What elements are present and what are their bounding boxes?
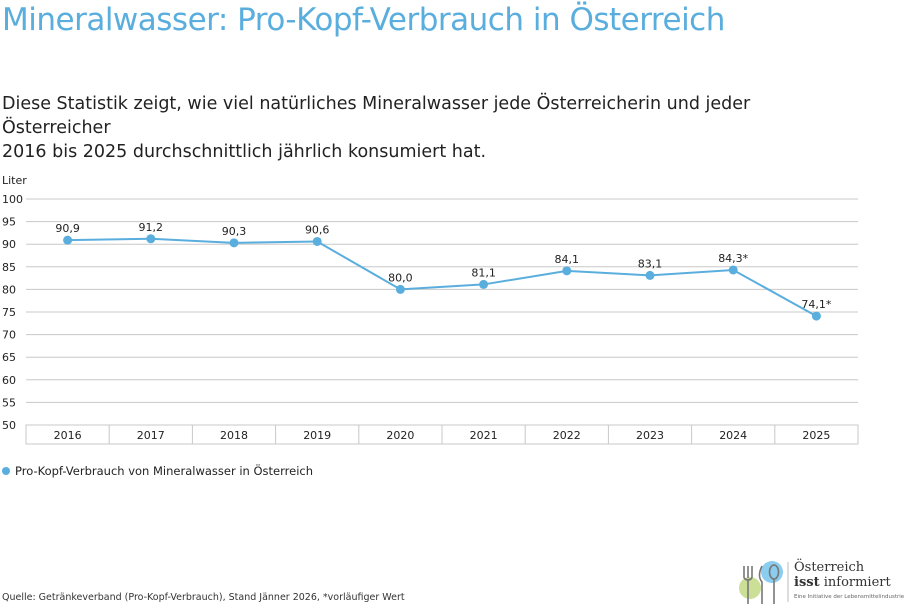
data-point bbox=[479, 279, 489, 289]
source-note: Quelle: Getränkeverband (Pro-Kopf-Verbra… bbox=[2, 592, 405, 603]
data-point bbox=[395, 284, 405, 294]
data-point bbox=[728, 265, 738, 275]
y-tick-label: 50 bbox=[2, 419, 16, 432]
x-tick-label: 2017 bbox=[137, 429, 165, 442]
data-label: 84,1 bbox=[555, 253, 580, 266]
x-tick-label: 2022 bbox=[553, 429, 581, 442]
y-tick-label: 100 bbox=[2, 193, 23, 206]
y-tick-label: 60 bbox=[2, 374, 16, 387]
y-tick-label: 85 bbox=[2, 261, 16, 274]
x-tick-label: 2019 bbox=[303, 429, 331, 442]
y-tick-label: 65 bbox=[2, 351, 16, 364]
y-axis-label: Liter bbox=[2, 174, 27, 187]
data-label: 91,2 bbox=[139, 221, 164, 234]
y-tick-label: 95 bbox=[2, 216, 16, 229]
x-tick-label: 2025 bbox=[802, 429, 830, 442]
y-tick-label: 80 bbox=[2, 283, 16, 296]
data-point bbox=[229, 238, 239, 248]
y-tick-label: 90 bbox=[2, 238, 16, 251]
cutlery-logo-icon bbox=[739, 561, 789, 604]
data-point bbox=[63, 235, 73, 245]
data-label: 74,1* bbox=[801, 298, 831, 311]
y-tick-label: 75 bbox=[2, 306, 16, 319]
y-tick-label: 70 bbox=[2, 329, 16, 342]
subtitle: Diese Statistik zeigt, wie viel natürlic… bbox=[2, 92, 802, 164]
data-label: 90,3 bbox=[222, 225, 247, 238]
subtitle-line: 2016 bis 2025 durchschnittlich jährlich … bbox=[2, 142, 487, 162]
data-label: 84,3* bbox=[718, 252, 748, 265]
data-label: 83,1 bbox=[638, 257, 663, 270]
data-point bbox=[146, 234, 156, 244]
x-tick-label: 2021 bbox=[470, 429, 498, 442]
data-label: 90,9 bbox=[55, 222, 80, 235]
x-tick-label: 2016 bbox=[54, 429, 82, 442]
logo-text: Österreich bbox=[794, 560, 865, 575]
page-title: Mineralwasser: Pro-Kopf-Verbrauch in Öst… bbox=[2, 2, 725, 38]
series-line bbox=[67, 237, 817, 317]
data-point bbox=[562, 266, 572, 276]
legend: Pro-Kopf-Verbrauch von Mineralwasser in … bbox=[2, 464, 313, 478]
data-label: 80,0 bbox=[388, 271, 413, 284]
data-point bbox=[811, 311, 821, 321]
data-point bbox=[645, 270, 655, 280]
logo: Österreich isst informiert Eine Initiati… bbox=[736, 558, 910, 606]
data-label: 90,6 bbox=[305, 223, 330, 236]
line-chart: Liter 50 55 60 65 70 75 80 85 90 95 100 2016 2017 201… bbox=[2, 174, 859, 445]
data-point bbox=[312, 236, 322, 246]
legend-marker bbox=[2, 467, 10, 475]
subtitle-line: Diese Statistik zeigt, wie viel natürlic… bbox=[2, 94, 751, 138]
logo-text: isst informiert bbox=[794, 575, 891, 590]
legend-label: Pro-Kopf-Verbrauch von Mineralwasser in … bbox=[15, 464, 313, 478]
x-tick-label: 2024 bbox=[719, 429, 747, 442]
x-tick-label: 2023 bbox=[636, 429, 664, 442]
x-tick-label: 2018 bbox=[220, 429, 248, 442]
x-tick-label: 2020 bbox=[386, 429, 414, 442]
y-tick-label: 55 bbox=[2, 396, 16, 409]
logo-tagline: Eine Initiative der Lebensmittelindustri… bbox=[794, 594, 905, 600]
data-label: 81,1 bbox=[471, 266, 496, 279]
